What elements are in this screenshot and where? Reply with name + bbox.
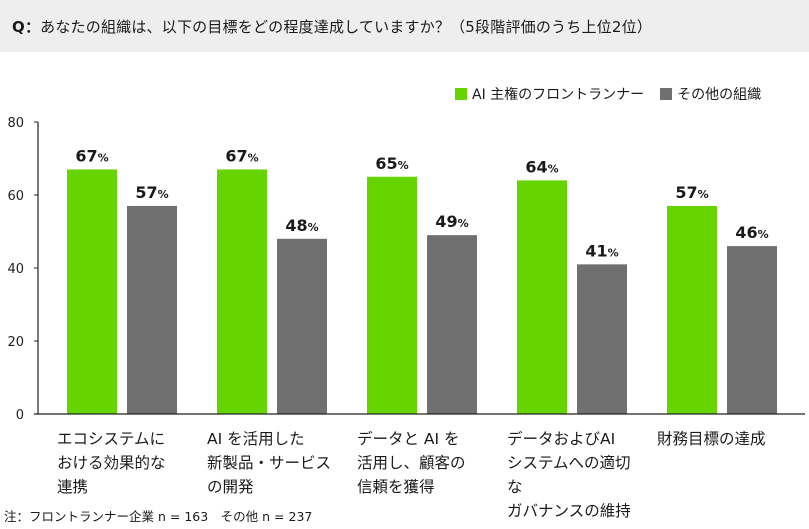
category-label: データおよびAI システムへの適切なガバナンスの維持: [507, 427, 637, 523]
category-label: エコシステムに おける効果的な 連携: [57, 427, 187, 499]
bar-others: [727, 246, 777, 414]
value-label: 41%: [585, 241, 618, 260]
value-label: 65%: [375, 154, 408, 173]
category-label-line: 財務目標の達成: [657, 430, 766, 448]
bar-others: [277, 238, 327, 414]
category-label: データと AI を活用し、顧客の 信頼を獲得: [357, 427, 487, 499]
y-tick-label: 20: [7, 335, 24, 350]
value-label: 67%: [225, 146, 258, 165]
category-label-line: データと AI を: [357, 430, 460, 448]
y-tick-label: 40: [7, 262, 24, 277]
question-prefix: Q：: [12, 18, 41, 36]
bar-others: [427, 235, 477, 414]
value-label: 48%: [285, 216, 318, 235]
legend-item-others: その他の組織: [660, 84, 761, 104]
category-label-line: ガバナンスの維持: [507, 502, 631, 520]
bar-frontrunner: [67, 169, 117, 414]
value-label: 57%: [135, 183, 168, 202]
bar-others: [127, 205, 177, 414]
category-label: AI を活用した新製品・サービス の開発: [207, 427, 337, 499]
question-text: Q：あなたの組織は、以下の目標をどの程度達成していますか？（5段階評価のうち上位…: [12, 16, 652, 37]
legend-label-frontrunner: AI 主権のフロントランナー: [472, 87, 645, 103]
bar-frontrunner: [367, 176, 417, 414]
category-label-line: 信頼を獲得: [357, 478, 435, 496]
legend-label-others: その他の組織: [677, 87, 762, 103]
category-label-line: システムへの適切な: [507, 454, 631, 496]
category-label-line: エコシステムに: [57, 430, 166, 448]
bar-others: [577, 264, 627, 414]
value-label: 49%: [435, 212, 468, 231]
chart-legend: AI 主権のフロントランナー その他の組織: [455, 84, 777, 104]
bar-frontrunner: [217, 169, 267, 414]
category-label-line: の開発: [207, 478, 254, 496]
category-label-line: おける効果的な: [57, 454, 166, 472]
category-label-line: 連携: [57, 478, 89, 496]
value-label: 57%: [675, 183, 708, 202]
footnote: 注：フロントランナー企業 n = 163 その他 n = 237: [4, 509, 313, 524]
category-label-line: AI を活用した: [207, 430, 305, 448]
value-label: 64%: [525, 157, 558, 176]
value-label: 67%: [75, 146, 108, 165]
category-label-line: 活用し、顧客の: [357, 454, 466, 472]
y-tick-label: 80: [7, 116, 24, 131]
y-tick-label: 0: [16, 408, 24, 423]
bar-frontrunner: [667, 205, 717, 414]
legend-item-frontrunner: AI 主権のフロントランナー: [455, 84, 644, 104]
legend-swatch-gray: [660, 88, 673, 100]
category-label: 財務目標の達成: [657, 427, 787, 451]
question-header: Q：あなたの組織は、以下の目標をどの程度達成していますか？（5段階評価のうち上位…: [0, 0, 809, 52]
bar-frontrunner: [517, 180, 567, 414]
category-label-line: 新製品・サービス: [207, 454, 332, 472]
value-label: 46%: [735, 223, 768, 242]
y-tick-label: 60: [7, 189, 24, 204]
question-body: あなたの組織は、以下の目標をどの程度達成していますか？（5段階評価のうち上位2位…: [40, 18, 652, 36]
legend-swatch-green: [455, 88, 467, 100]
category-label-line: データおよびAI: [507, 430, 616, 448]
